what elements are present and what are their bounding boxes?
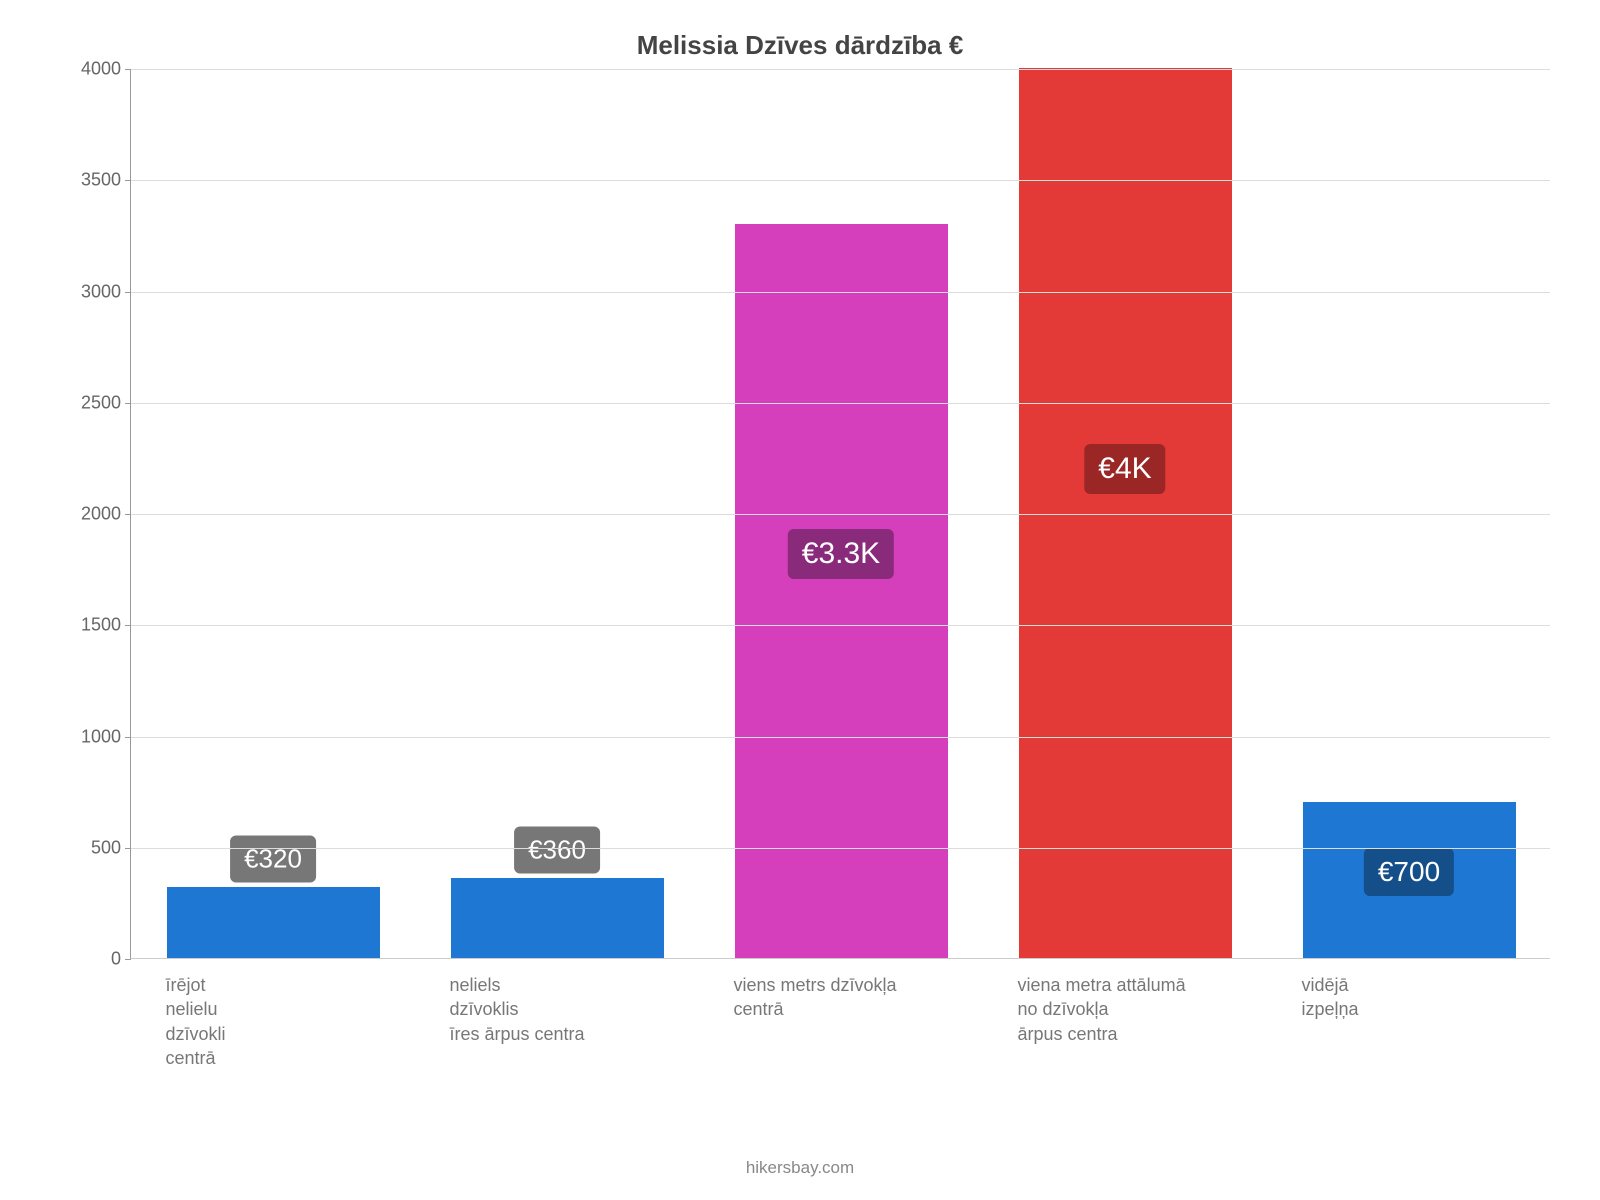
value-badge: €4K [1084,444,1165,494]
bar: €700 [1303,802,1516,958]
chart-container: Melissia Dzīves dārdzība € €320 €360 €3.3K… [50,30,1550,1130]
bar: €360 [451,878,664,958]
value-badge: €3.3K [788,529,894,579]
x-label: vidējā izpeļņa [1302,973,1555,1022]
grid-line [131,69,1550,70]
x-label: viens metrs dzīvokļa centrā [734,973,987,1022]
chart-title: Melissia Dzīves dārdzība € [50,30,1550,61]
grid-line [131,514,1550,515]
y-tick-label: 0 [111,949,131,970]
y-tick-label: 2000 [81,504,131,525]
y-tick-label: 4000 [81,59,131,80]
bar: €4K [1019,68,1232,958]
y-tick-label: 3000 [81,281,131,302]
grid-line [131,292,1550,293]
y-tick-label: 1500 [81,615,131,636]
x-label: īrējot nelielu dzīvokli centrā [166,973,419,1070]
x-label: neliels dzīvoklis īres ārpus centra [450,973,703,1046]
plot-area: €320€360€3.3K€4K€700 0500100015002000250… [130,69,1550,959]
y-tick-label: 3500 [81,170,131,191]
grid-line [131,625,1550,626]
value-badge: €360 [514,826,600,873]
y-tick-label: 2500 [81,392,131,413]
grid-line [131,848,1550,849]
y-tick-label: 1000 [81,726,131,747]
value-badge: €320 [230,835,316,882]
attribution: hikersbay.com [0,1158,1600,1178]
grid-line [131,737,1550,738]
x-label: viena metra attālumā no dzīvokļa ārpus c… [1018,973,1271,1046]
y-tick-label: 500 [91,837,131,858]
value-badge: €700 [1364,848,1454,896]
grid-line [131,180,1550,181]
grid-line [131,403,1550,404]
bar: €320 [167,887,380,958]
